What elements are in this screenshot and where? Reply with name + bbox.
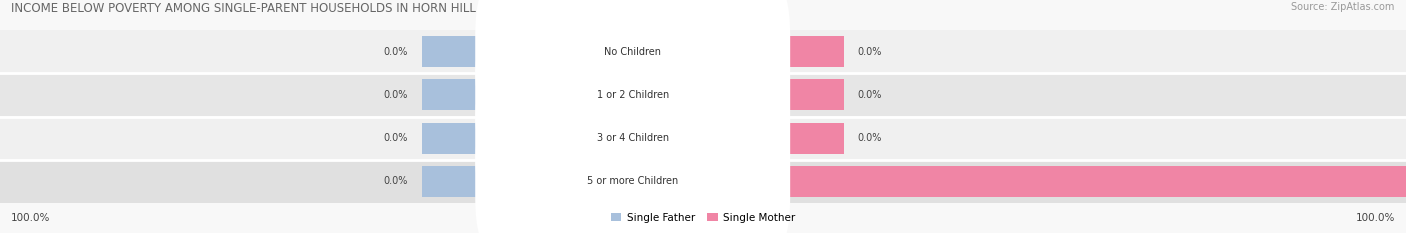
Text: 0.0%: 0.0% — [384, 133, 408, 143]
Bar — [422, 79, 492, 110]
Text: 0.0%: 0.0% — [384, 47, 408, 57]
FancyBboxPatch shape — [475, 28, 790, 162]
Text: 1 or 2 Children: 1 or 2 Children — [596, 90, 669, 100]
Legend: Single Father, Single Mother: Single Father, Single Mother — [610, 213, 796, 223]
Text: 100.0%: 100.0% — [11, 213, 51, 223]
FancyBboxPatch shape — [475, 71, 790, 205]
Bar — [0, 116, 1406, 160]
Bar — [422, 166, 492, 197]
Bar — [0, 30, 1406, 73]
Text: 0.0%: 0.0% — [384, 90, 408, 100]
Bar — [773, 166, 1406, 197]
Text: 5 or more Children: 5 or more Children — [588, 176, 678, 186]
Bar — [773, 79, 844, 110]
Bar — [0, 73, 1406, 116]
Text: 100.0%: 100.0% — [1355, 213, 1395, 223]
Text: 0.0%: 0.0% — [858, 133, 882, 143]
Text: Source: ZipAtlas.com: Source: ZipAtlas.com — [1291, 2, 1395, 12]
Text: No Children: No Children — [605, 47, 661, 57]
Text: 0.0%: 0.0% — [858, 90, 882, 100]
Bar — [422, 36, 492, 67]
Text: 0.0%: 0.0% — [384, 176, 408, 186]
Bar — [0, 160, 1406, 203]
FancyBboxPatch shape — [475, 114, 790, 233]
Text: 0.0%: 0.0% — [858, 47, 882, 57]
Text: 3 or 4 Children: 3 or 4 Children — [596, 133, 669, 143]
Bar — [773, 123, 844, 154]
Bar — [422, 123, 492, 154]
Text: INCOME BELOW POVERTY AMONG SINGLE-PARENT HOUSEHOLDS IN HORN HILL: INCOME BELOW POVERTY AMONG SINGLE-PARENT… — [11, 2, 477, 15]
Bar — [773, 36, 844, 67]
FancyBboxPatch shape — [475, 0, 790, 119]
